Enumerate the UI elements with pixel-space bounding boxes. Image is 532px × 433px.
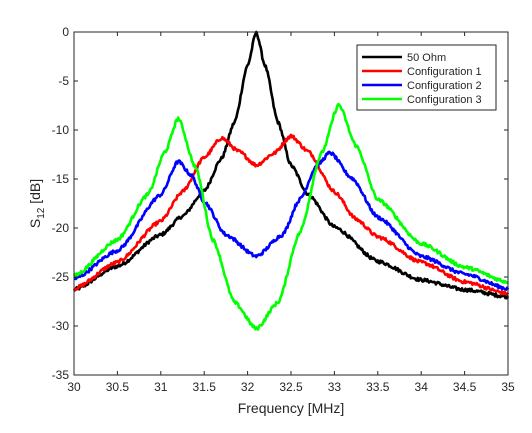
x-tick-label: 32.5 — [279, 380, 303, 394]
x-tick-label: 34.5 — [453, 380, 477, 394]
x-tick-label: 31 — [154, 380, 168, 394]
series-line-4 — [72, 102, 509, 331]
y-axis-label-unit: [dB] — [27, 179, 43, 208]
y-axis-label-main: S — [27, 219, 43, 228]
x-tick-label: 32 — [241, 380, 255, 394]
series-line-1 — [73, 30, 510, 300]
y-axis-label-group: S12 [dB] — [27, 179, 47, 228]
legend-label-3: Configuration 2 — [407, 80, 482, 92]
y-axis-label-subscript: 12 — [36, 207, 47, 219]
y-tick-label: -15 — [52, 172, 70, 186]
series-layer — [72, 30, 510, 331]
x-tick-label: 34 — [415, 380, 429, 394]
legend-label-2: Configuration 1 — [407, 66, 482, 78]
legend: 50 Ohm Configuration 1 Configuration 2 Conf… — [356, 44, 497, 111]
y-tick-label: -20 — [52, 221, 70, 235]
y-tick-label: 0 — [62, 25, 69, 39]
series-line-3 — [73, 150, 510, 291]
x-tick-label: 33.5 — [366, 380, 390, 394]
legend-label-1: 50 Ohm — [407, 52, 446, 64]
x-tick-label: 30 — [67, 380, 81, 394]
x-tick-label: 31.5 — [193, 380, 217, 394]
x-axis-label: Frequency [MHz] — [238, 400, 345, 416]
x-tick-label: 30.5 — [106, 380, 130, 394]
y-tick-label: -30 — [52, 319, 70, 333]
x-tick-label: 33 — [328, 380, 342, 394]
tick-layer: 30 30.5 31 31.5 32 32.5 33 33.5 34 34.5 35 0 -5 -10 -1… — [52, 25, 515, 394]
y-tick-label: -5 — [58, 74, 69, 88]
y-axis-label: S12 [dB] — [27, 179, 47, 228]
x-tick-label: 35 — [501, 380, 515, 394]
series-line-2 — [72, 133, 510, 296]
y-tick-label: -10 — [52, 123, 70, 137]
y-tick-label: -25 — [52, 270, 70, 284]
legend-items: 50 Ohm Configuration 1 Configuration 2 Conf… — [362, 52, 482, 106]
legend-label-4: Configuration 3 — [407, 94, 482, 106]
y-tick-label: -35 — [52, 368, 70, 382]
